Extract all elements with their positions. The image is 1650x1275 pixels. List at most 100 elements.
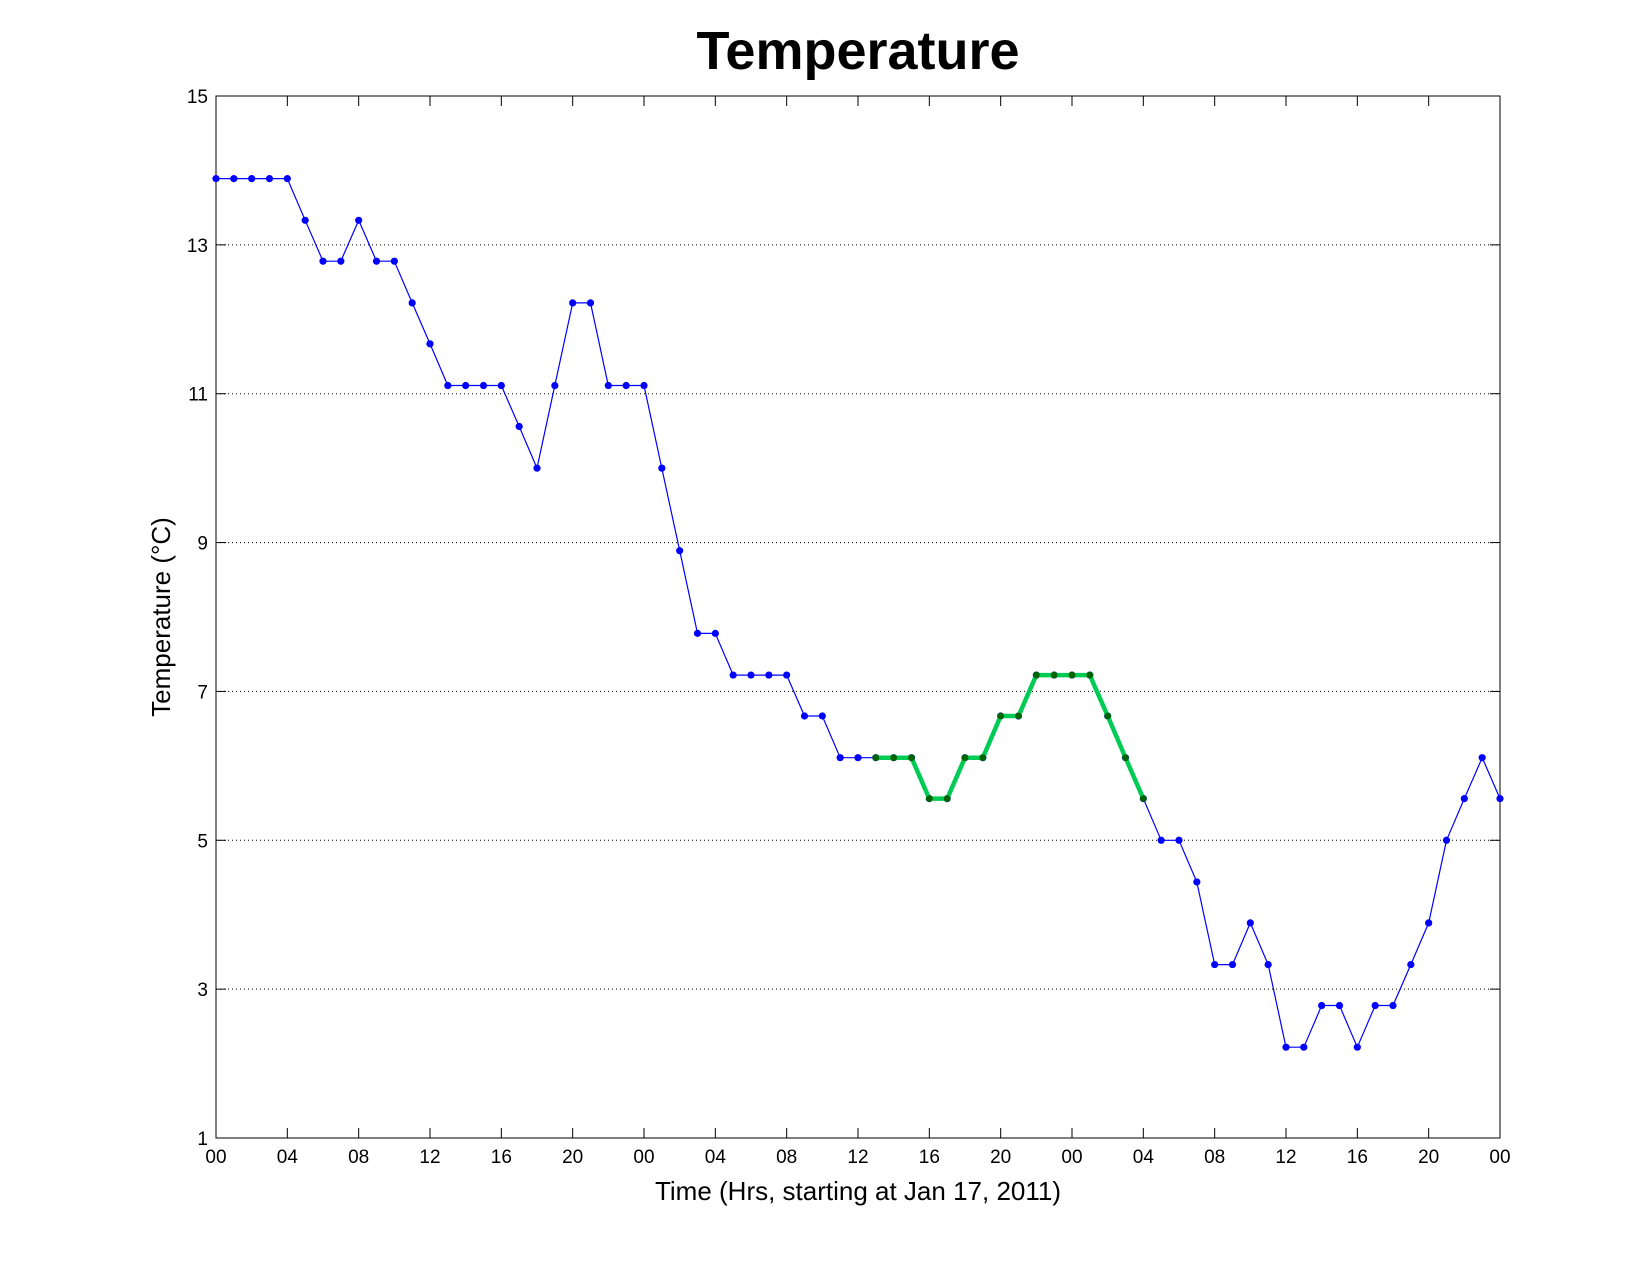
data-point — [408, 299, 416, 307]
x-tick-label: 00 — [1489, 1147, 1510, 1168]
data-point — [1193, 878, 1201, 886]
y-tick-label: 1 — [197, 1129, 208, 1150]
data-point — [569, 299, 577, 307]
x-tick-label: 16 — [1347, 1147, 1368, 1168]
plot-background — [216, 96, 1500, 1138]
data-point — [1460, 795, 1468, 803]
y-tick-label: 7 — [197, 682, 208, 703]
data-point — [283, 175, 291, 183]
x-tick-label: 12 — [847, 1147, 868, 1168]
highlight-data-point — [872, 754, 880, 762]
data-point — [355, 216, 363, 224]
data-point — [515, 422, 523, 431]
x-axis-label: Time (Hrs, starting at Jan 17, 2011) — [655, 1176, 1061, 1206]
data-point — [693, 629, 702, 637]
highlight-data-point — [1068, 671, 1076, 679]
x-tick-label: 00 — [1061, 1147, 1082, 1168]
data-point — [1371, 1001, 1379, 1010]
data-point — [1246, 919, 1254, 927]
y-tick-label: 9 — [197, 534, 208, 555]
highlight-data-point — [1086, 671, 1094, 679]
highlight-data-point — [1015, 712, 1022, 720]
x-tick-label: 00 — [633, 1147, 654, 1168]
data-point — [640, 381, 648, 390]
data-series — [212, 175, 1504, 1051]
series-line-highlight — [875, 672, 1146, 801]
axis-ticks — [215, 95, 1501, 1139]
data-point — [265, 175, 274, 183]
data-point — [1478, 754, 1486, 762]
data-point — [1318, 1001, 1326, 1010]
data-point — [676, 547, 684, 555]
x-tick-label: 20 — [562, 1147, 583, 1168]
data-point — [1407, 960, 1415, 969]
data-point — [1353, 1043, 1361, 1051]
data-point — [1496, 795, 1504, 803]
data-point — [1282, 1043, 1290, 1051]
x-tick-label: 20 — [1418, 1147, 1439, 1168]
data-point — [854, 754, 862, 762]
data-point — [818, 712, 826, 720]
data-point — [212, 175, 220, 183]
data-point — [1425, 919, 1433, 927]
data-point — [622, 381, 630, 390]
data-point — [800, 712, 809, 720]
y-tick-label: 15 — [187, 87, 208, 108]
data-point — [426, 340, 434, 348]
y-axis-label: Temperature (°C) — [146, 517, 176, 717]
x-tick-label: 04 — [705, 1147, 727, 1168]
x-tick-label: 04 — [1133, 1147, 1155, 1168]
y-tick-label: 11 — [188, 385, 208, 406]
x-tick-label: 08 — [776, 1147, 797, 1168]
x-tick-label: 16 — [919, 1147, 940, 1168]
highlight-data-point — [1139, 795, 1147, 803]
data-point — [765, 671, 773, 679]
data-point — [604, 381, 612, 390]
highlight-data-point — [1032, 671, 1040, 679]
data-point — [783, 671, 791, 679]
x-tick-label: 08 — [1204, 1147, 1225, 1168]
data-point — [1300, 1043, 1308, 1051]
x-tick-label: 12 — [419, 1147, 440, 1168]
data-point — [248, 175, 256, 183]
data-point — [836, 754, 844, 762]
y-tick-label: 5 — [197, 831, 208, 852]
x-tick-label: 12 — [1275, 1147, 1296, 1168]
data-point — [372, 257, 381, 265]
highlight-data-point — [1104, 712, 1112, 720]
x-tick-label: 00 — [205, 1147, 226, 1168]
data-point — [497, 381, 505, 390]
highlight-data-point — [943, 795, 951, 803]
data-point — [301, 216, 309, 224]
plot-frame — [215, 95, 1501, 1139]
highlight-data-point — [890, 754, 898, 762]
data-point — [230, 175, 238, 183]
x-tick-labels: 00 04 08 12 16 20 00 04 08 12 16 20 00 04 08 12 16 20 00 — [205, 1147, 1510, 1168]
data-point — [586, 299, 595, 307]
data-point — [1335, 1001, 1344, 1010]
data-point — [533, 464, 541, 472]
x-tick-label: 20 — [990, 1147, 1011, 1168]
data-point — [658, 464, 666, 472]
data-point — [729, 671, 737, 679]
y-tick-label: 3 — [197, 980, 208, 1001]
chart-title: Temperature — [696, 21, 1019, 81]
data-point — [1157, 836, 1165, 844]
data-point — [319, 257, 327, 265]
highlight-data-point — [908, 754, 915, 762]
x-tick-label: 08 — [348, 1147, 369, 1168]
x-tick-label: 04 — [277, 1147, 299, 1168]
data-point — [1442, 836, 1451, 844]
highlight-data-point — [979, 754, 987, 762]
data-point — [1264, 960, 1272, 969]
data-point — [462, 381, 470, 390]
highlight-data-point — [961, 754, 969, 762]
data-point — [711, 629, 719, 637]
data-point — [1175, 836, 1183, 844]
data-point — [479, 381, 488, 390]
data-point — [337, 257, 345, 265]
highlight-data-point — [925, 795, 933, 803]
x-tick-label: 16 — [491, 1147, 512, 1168]
